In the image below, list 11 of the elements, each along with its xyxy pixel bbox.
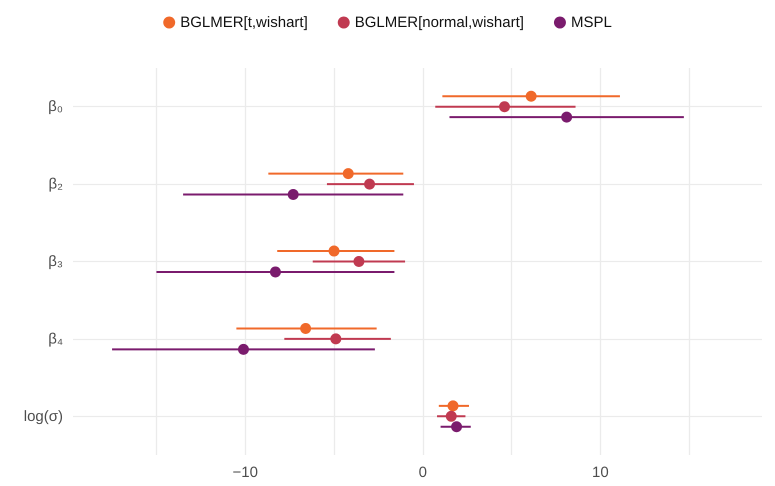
y-tick-label: β₀ [48, 98, 63, 116]
legend-label: BGLMER[normal,wishart] [354, 14, 524, 31]
y-tick-label: log(σ) [24, 408, 64, 425]
legend-label: MSPL [570, 14, 612, 31]
x-tick-label: 10 [592, 464, 609, 481]
y-tick-label: β₃ [48, 253, 63, 270]
x-tick-label: 0 [418, 464, 427, 481]
x-tick-label: −10 [232, 464, 258, 481]
y-tick-label: β₄ [48, 330, 63, 348]
y-tick-label: β₂ [48, 176, 64, 193]
legend-label: BGLMER[t,wishart] [180, 14, 308, 31]
